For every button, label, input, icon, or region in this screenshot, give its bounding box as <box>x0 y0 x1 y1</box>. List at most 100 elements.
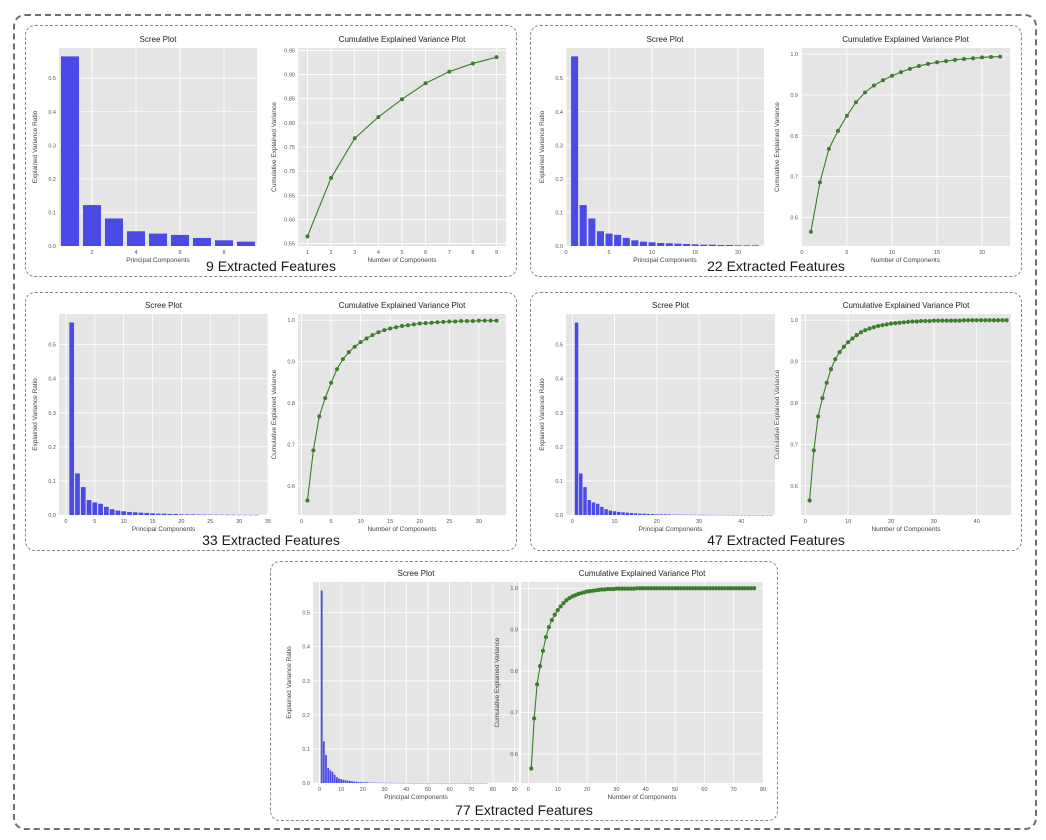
scree-ytick-label: 0.1 <box>302 747 310 753</box>
cumulative-xtick-label: 30 <box>613 787 619 793</box>
cumulative-xtick-label: 30 <box>931 519 937 525</box>
cumulative-point <box>808 229 813 234</box>
scree-bar <box>196 514 202 515</box>
cumulative-point <box>711 586 716 591</box>
panel-charts: 0.0 0.1 0.2 0.3 0.4 0.5 2 4 6 8 Scree Plot Principa… <box>32 35 506 264</box>
scree-bar <box>331 771 334 783</box>
scree-ytick-label: 0.5 <box>555 343 563 349</box>
scree-ytick-label: 0.4 <box>48 110 56 116</box>
cumulative-point <box>853 100 858 105</box>
cumulative-point <box>888 321 894 326</box>
scree-bar <box>148 233 168 246</box>
cumulative-xtick-label: 20 <box>584 787 590 793</box>
cumulative-plot: 0.6 0.7 0.8 0.9 1.0 0 5 10 15 20 25 30 Cumulative Ex… <box>271 301 506 533</box>
scree-bar <box>320 590 323 783</box>
scree-bar <box>646 513 651 515</box>
cumulative-point <box>850 336 855 341</box>
cumulative-xlabel: Number of Components <box>607 794 677 801</box>
cumulative-point <box>936 318 941 323</box>
cumulative-point <box>623 586 628 591</box>
scree-ytick-label: 0.4 <box>555 110 563 116</box>
cumulative-point <box>447 319 452 324</box>
cumulative-point <box>423 321 428 326</box>
scree-bar <box>633 513 638 515</box>
cumulative-point <box>731 586 736 591</box>
cumulative-ytick-label: 0.85 <box>284 97 295 103</box>
scree-ytick-label: 0.5 <box>48 343 56 349</box>
cumulative-point <box>708 586 713 591</box>
scree-ytick-label: 0.1 <box>48 210 56 216</box>
cumulative-plot: 0.6 0.7 0.8 0.9 1.0 0 10 20 30 40 Cumulative Expla… <box>774 301 1011 533</box>
cumulative-xtick-label: 40 <box>643 787 649 793</box>
scree-bar <box>348 780 351 783</box>
scree-xtick-label: 80 <box>490 787 496 793</box>
cumulative-point <box>987 318 992 323</box>
cumulative-point <box>599 587 604 592</box>
scree-ylabel: Explained Variance Ratio <box>539 110 546 183</box>
cumulative-point <box>906 319 911 324</box>
scree-bar <box>663 514 667 515</box>
panel-33-features: 0.0 0.1 0.2 0.3 0.4 0.5 0 5 10 15 20 25 30 35 Scree Pl… <box>25 292 517 551</box>
cumulative-point <box>672 586 678 591</box>
cumulative-point <box>543 635 549 640</box>
cumulative-point <box>970 318 975 323</box>
scree-bar <box>659 514 663 515</box>
cumulative-point <box>1004 318 1009 323</box>
cumulative-ytick-label: 0.8 <box>510 669 518 675</box>
scree-xtick-label: 8 <box>222 250 225 256</box>
cumulative-point <box>971 56 976 61</box>
cumulative-xlabel: Number of Components <box>871 526 941 533</box>
cumulative-point <box>614 586 619 591</box>
cumulative-point <box>608 586 613 592</box>
cumulative-point <box>340 357 345 362</box>
cumulative-xtick-label: 7 <box>448 250 451 256</box>
cumulative-point <box>405 323 410 328</box>
scree-plot: 0.0 0.1 0.2 0.3 0.4 0.5 0 10 20 30 40 Scree Plot Pri… <box>539 301 775 533</box>
scree-plot: 0.0 0.1 0.2 0.3 0.4 0.5 0 5 10 15 20 25 30 35 Scree Pl… <box>32 301 271 533</box>
cumulative-point <box>828 367 834 372</box>
panel-charts: 0.0 0.1 0.2 0.3 0.4 0.5 0 10 20 30 40 Scree Plot Pri… <box>539 301 1011 533</box>
scree-bar <box>327 768 330 783</box>
scree-plot: 0.0 0.1 0.2 0.3 0.4 0.5 0 5 10 15 20 Scree Plot Prin… <box>539 35 764 264</box>
cumulative-point <box>693 586 698 591</box>
cumulative-point <box>658 586 663 591</box>
scree-ytick-label: 0.2 <box>555 445 563 451</box>
scree-title: Scree Plot <box>652 301 690 310</box>
scree-plot-area <box>59 314 268 515</box>
cumulative-point <box>643 586 648 591</box>
scree-bar <box>614 234 622 246</box>
scree-ytick-label: 0.1 <box>555 479 563 485</box>
scree-xtick-label: 10 <box>121 519 127 525</box>
scree-xtick-label: 40 <box>738 519 744 525</box>
cumulative-title: Cumulative Explained Variance Plot <box>843 301 970 310</box>
scree-bar <box>682 243 691 246</box>
cumulative-point <box>889 73 894 78</box>
cumulative-point <box>725 586 730 591</box>
cumulative-point <box>927 318 932 324</box>
cumulative-point <box>991 318 996 323</box>
cumulative-ytick-label: 0.95 <box>284 48 295 54</box>
cumulative-point <box>983 318 988 323</box>
scree-ytick-label: 0.2 <box>555 177 563 183</box>
cumulative-series-line <box>810 56 1001 232</box>
cumulative-point <box>540 648 546 653</box>
cumulative-point <box>918 318 924 324</box>
cumulative-point <box>617 586 622 591</box>
cumulative-point <box>652 586 657 591</box>
scree-ytick-label: 0.3 <box>555 411 563 417</box>
cumulative-point <box>935 60 940 65</box>
scree-bar <box>342 779 345 783</box>
cumulative-point <box>637 586 642 591</box>
cumulative-ylabel: Cumulative Explained Variance <box>774 102 781 192</box>
cumulative-point <box>728 586 733 591</box>
scree-bar <box>190 514 196 515</box>
scree-bar <box>75 473 80 515</box>
cumulative-point <box>740 586 745 591</box>
scree-bar <box>144 512 150 515</box>
scree-bar <box>179 514 184 515</box>
scree-xtick-label: 4 <box>134 250 137 256</box>
scree-bar <box>170 234 190 246</box>
cumulative-xtick-label: 6 <box>424 250 427 256</box>
scree-bar <box>366 782 369 783</box>
scree-xtick-label: 15 <box>692 250 698 256</box>
